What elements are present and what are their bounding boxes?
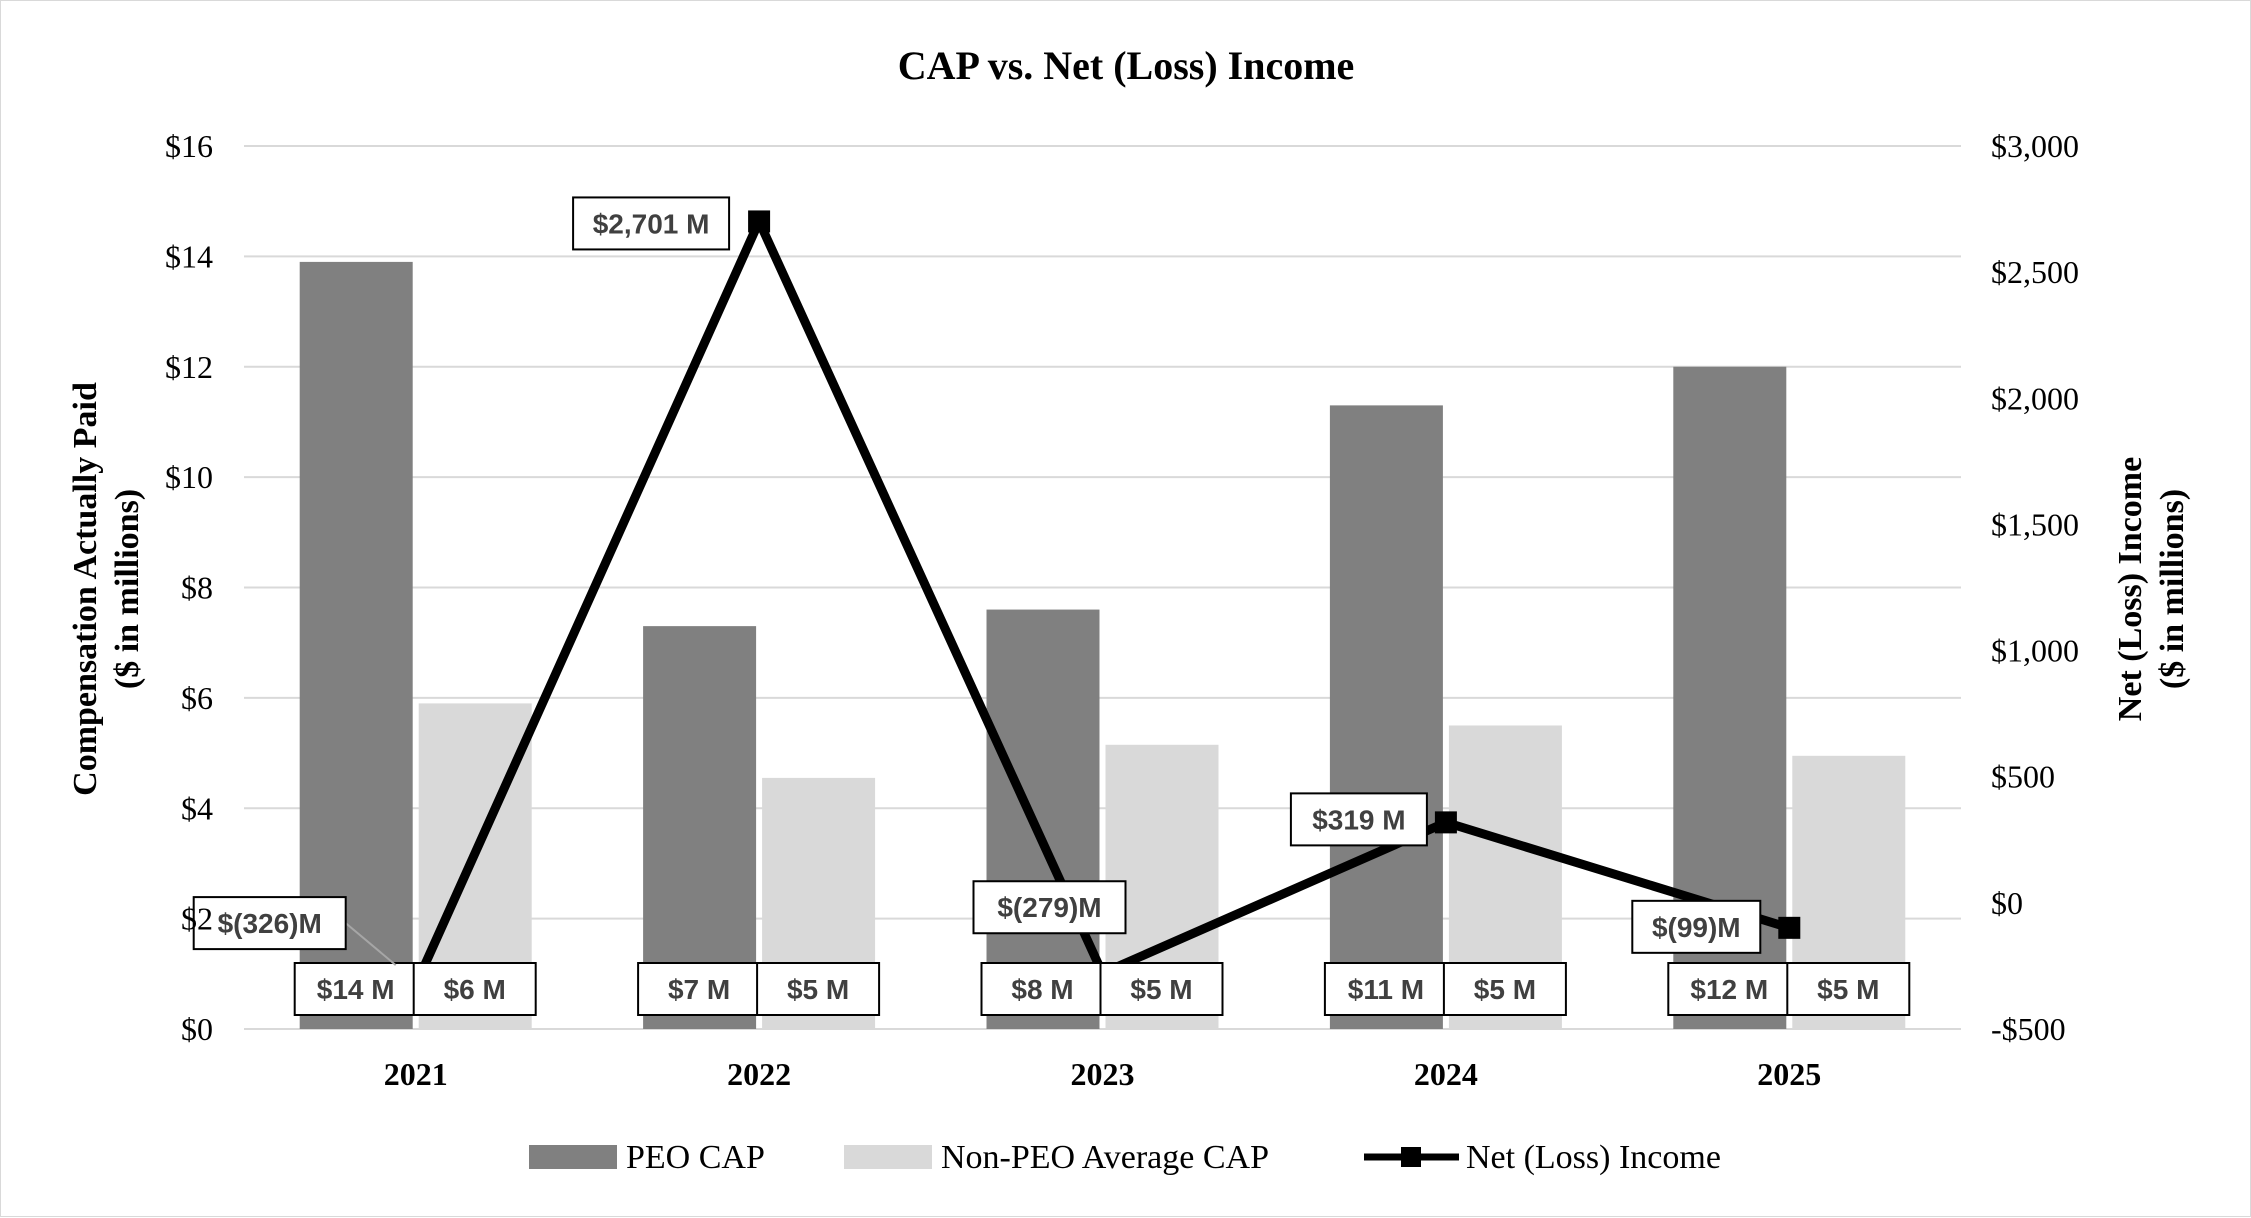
left-axis-tick-label: $0 [181,1011,213,1047]
x-axis-tick-label: 2023 [1071,1056,1135,1092]
legend-swatch-peo-cap [529,1145,617,1169]
right-axis-tick-label: $2,000 [1991,380,2079,416]
left-axis-tick-label: $4 [181,790,213,826]
label-non-peo-cap: $6 M [444,974,506,1005]
label-net-income-box [1289,792,1428,847]
label-peo-cap: $8 M [1011,974,1073,1005]
net-income-marker [1434,811,1457,834]
left-axis-title-line2: ($ in millions) [109,489,146,689]
right-axis-tick-label: $1,500 [1991,506,2079,542]
right-axis-tick-label: $3,000 [1991,128,2079,164]
x-axis-tick-label: 2025 [1757,1056,1821,1092]
net-income-marker [1778,916,1801,939]
label-peo-cap-box [980,962,1105,1016]
left-axis-tick-label: $14 [165,238,213,274]
x-axis-tick-label: 2024 [1414,1056,1478,1092]
label-peo-cap-box [637,962,762,1016]
legend-swatch-non-peo-cap [844,1145,932,1169]
left-axis-tick-label: $10 [165,459,213,495]
net-income-leader-line [345,922,397,966]
right-axis-tick-label: $1,000 [1991,633,2079,669]
net-income-line [411,210,1791,987]
left-axis-tick-label: $2 [181,901,213,937]
label-net-income: $2,701 M [593,208,710,239]
bar-peo-cap [1329,405,1443,1030]
label-non-peo-cap-box [1099,962,1224,1016]
left-axis-ticks: $0 $2 $4 $6 $8 $10 $12 $14 $16 [165,128,213,1047]
label-net-income: $(99)M [1652,912,1741,943]
label-net-income: $(279)M [997,892,1101,923]
right-axis-title-line1: Net (Loss) Income [2112,457,2149,721]
label-non-peo-cap-box [1442,962,1567,1016]
label-non-peo-cap: $5 M [787,974,849,1005]
label-non-peo-cap: $5 M [1130,974,1192,1005]
legend-label-net-income: Net (Loss) Income [1466,1139,1721,1176]
legend-label-peo-cap: PEO CAP [626,1139,765,1176]
label-net-income-box [972,880,1127,935]
bar-peo-cap [643,626,757,1029]
legend-label-non-peo-cap: Non-PEO Average CAP [941,1139,1269,1176]
label-non-peo-cap: $5 M [1817,974,1879,1005]
chart-title: CAP vs. Net (Loss) Income [898,43,1355,88]
right-axis-tick-label: -$500 [1991,1011,2066,1047]
label-net-income-box [1631,899,1762,954]
label-peo-cap: $7 M [668,974,730,1005]
label-non-peo-cap-box [756,962,881,1016]
bar-peo-cap [986,609,1100,1029]
label-net-income-box [192,896,347,951]
left-axis-tick-label: $6 [181,680,213,716]
label-non-peo-cap: $5 M [1474,974,1536,1005]
right-axis-ticks: -$500 $0 $500 $1,000 $1,500 $2,000 $2,500 $3,00… [1991,128,2079,1047]
left-axis-tick-label: $8 [181,570,213,606]
legend-marker-net-income [1401,1147,1421,1167]
label-peo-cap: $12 M [1690,974,1768,1005]
right-axis-tick-label: $2,500 [1991,254,2079,290]
label-net-income-box [572,196,731,251]
right-axis-tick-label: $500 [1991,759,2055,795]
right-axis-title-line2: ($ in millions) [2154,489,2191,689]
x-axis-tick-label: 2021 [384,1056,448,1092]
net-income-marker [748,210,771,233]
x-axis-tick-label: 2022 [727,1056,791,1092]
label-non-peo-cap-box [412,962,537,1016]
left-axis-tick-label: $12 [165,349,213,385]
label-peo-cap: $11 M [1348,974,1424,1005]
label-peo-cap: $14 M [317,974,395,1005]
left-axis-tick-label: $16 [165,128,213,164]
x-axis-ticks: 2021 2022 2023 2024 2025 [384,1056,1822,1092]
net-income-line-group [404,210,1801,997]
label-peo-cap-box [1323,962,1448,1016]
label-non-peo-cap-box [1786,962,1911,1016]
data-labels: $14 M $6 M $7 M $5 M $8 M $5 M $11 M $5 M $12 M $… [192,196,1911,1016]
label-net-income: $(326)M [218,908,322,939]
legend: PEO CAP Non-PEO Average CAP Net (Loss) I… [529,1139,1721,1176]
right-axis-tick-label: $0 [1991,885,2023,921]
label-net-income: $319 M [1312,804,1405,835]
left-axis-title-line1: Compensation Actually Paid [67,382,104,796]
